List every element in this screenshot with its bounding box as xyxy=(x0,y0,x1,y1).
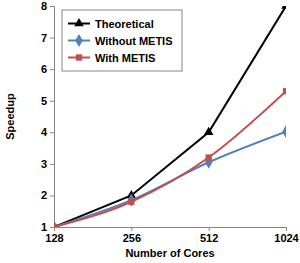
y-tick-label: 6 xyxy=(41,63,47,75)
chart: 128 256 512 1024 1 2 3 4 5 6 7 8 Theoretical Without … xyxy=(0,0,300,263)
x-axis: 128 256 512 1024 xyxy=(45,227,299,244)
y-tick-label: 7 xyxy=(41,32,47,44)
y-tick-label: 5 xyxy=(41,95,47,107)
y-tick: 7 xyxy=(41,32,54,44)
x-tick-mark xyxy=(286,227,287,231)
x-tick-mark xyxy=(131,227,132,231)
legend-box xyxy=(62,10,182,71)
marker xyxy=(282,125,286,138)
y-tick-mark xyxy=(50,69,54,70)
y-axis-title: Speedup xyxy=(4,93,16,140)
x-axis-title: Number of Cores xyxy=(125,247,214,259)
y-tick: 8 xyxy=(41,0,54,12)
x-tick-label: 1024 xyxy=(274,232,299,244)
marker xyxy=(206,154,212,160)
x-tick: 512 xyxy=(200,227,218,244)
legend-marker xyxy=(75,34,83,47)
legend: Theoretical Without METIS With METIS xyxy=(62,10,182,71)
y-tick: 3 xyxy=(41,158,54,170)
x-tick: 1024 xyxy=(274,227,299,244)
marker xyxy=(204,127,214,135)
x-tick-label: 128 xyxy=(45,232,63,244)
x-tick-mark xyxy=(209,227,210,231)
y-tick-mark xyxy=(50,132,54,133)
x-tick-label: 512 xyxy=(200,232,218,244)
x-tick-label: 256 xyxy=(123,232,141,244)
y-tick: 5 xyxy=(41,95,54,107)
marker xyxy=(128,199,134,205)
y-tick-mark xyxy=(50,6,54,7)
y-tick-label: 1 xyxy=(41,221,47,233)
marker xyxy=(54,224,57,227)
marker xyxy=(128,194,136,207)
y-tick: 4 xyxy=(41,126,54,138)
legend-label: With METIS xyxy=(95,52,155,64)
y-tick: 1 xyxy=(41,221,54,233)
y-tick: 2 xyxy=(41,189,54,201)
series-line xyxy=(54,91,286,227)
y-tick: 6 xyxy=(41,63,54,75)
legend-label: Without METIS xyxy=(95,35,173,47)
x-tick: 128 xyxy=(45,227,63,244)
y-tick-mark xyxy=(50,38,54,39)
y-tick-label: 2 xyxy=(41,189,47,201)
marker xyxy=(281,6,286,9)
y-tick-label: 8 xyxy=(41,0,47,12)
y-tick-label: 4 xyxy=(41,126,48,138)
series-line xyxy=(54,132,286,227)
legend-label: Theoretical xyxy=(95,18,154,30)
y-tick-mark xyxy=(50,101,54,102)
y-tick-mark xyxy=(50,195,54,196)
x-tick: 256 xyxy=(123,227,141,244)
y-tick-mark xyxy=(50,227,54,228)
y-tick-label: 3 xyxy=(41,158,47,170)
y-tick-mark xyxy=(50,164,54,165)
marker xyxy=(283,88,286,94)
marks xyxy=(54,6,286,227)
axis-line xyxy=(55,228,287,232)
legend-marker xyxy=(74,18,84,26)
plot: 128 256 512 1024 1 2 3 4 5 6 7 8 Theoretical Without … xyxy=(41,0,300,244)
legend-marker xyxy=(76,54,82,60)
axis-line xyxy=(50,7,55,228)
y-axis: 1 2 3 4 5 6 7 8 xyxy=(41,0,55,233)
series-line xyxy=(54,6,286,227)
